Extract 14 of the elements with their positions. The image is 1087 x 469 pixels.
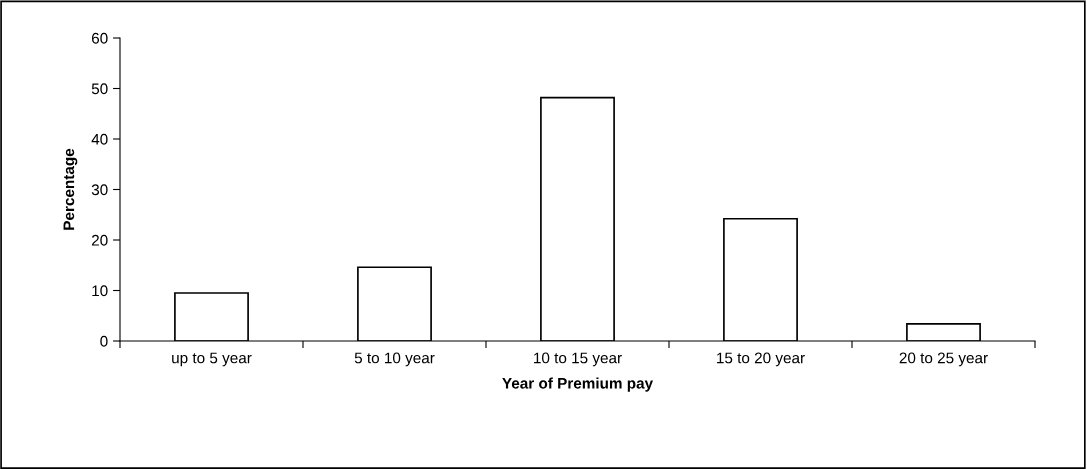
y-tick-label: 10 [92, 285, 108, 297]
y-tick-label: 20 [91, 234, 108, 246]
x-tick-label: 10 to 15 year [534, 352, 622, 367]
y-tick-label: 60 [91, 32, 108, 44]
x-tick-label: 20 to 25 year [899, 352, 988, 367]
y-tick-label: 30 [91, 184, 108, 196]
y-tick-label: 40 [91, 133, 108, 145]
y-tick-label: 0 [100, 335, 108, 347]
x-tick-label: 5 to 10 year [354, 352, 435, 367]
x-axis-title: Year of Premium pay [502, 377, 653, 392]
x-tick-label: up to 5 year [172, 352, 252, 367]
y-axis-title: Percentage [63, 148, 78, 230]
y-tick-label: 50 [91, 83, 108, 95]
x-tick-label: 15 to 20 year [717, 352, 805, 367]
